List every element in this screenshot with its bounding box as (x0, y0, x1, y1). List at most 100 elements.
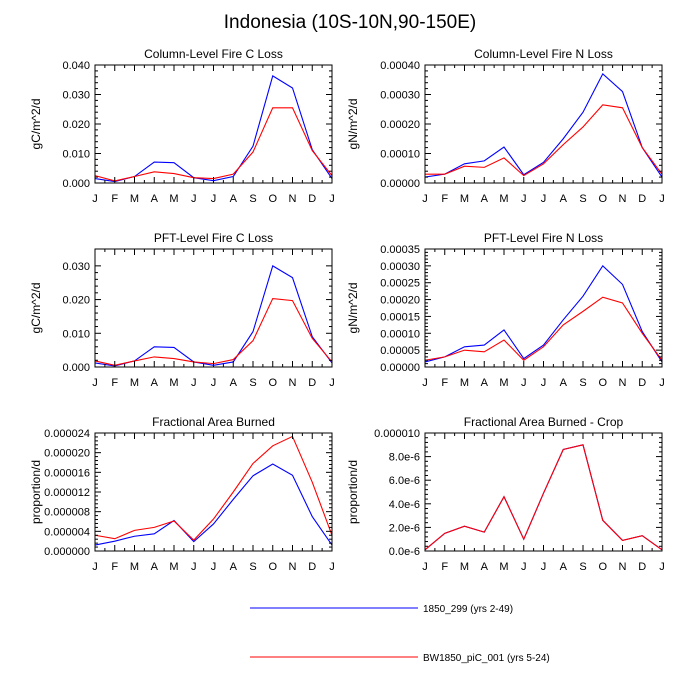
x-tick-label: J (211, 561, 217, 573)
y-tick-label: 8.0e-6 (389, 452, 420, 464)
plot-frame (94, 432, 333, 552)
chart-title: Fractional Area Burned - Crop (464, 415, 624, 429)
x-tick-label: S (249, 193, 256, 205)
chart-title: PFT-Level Fire N Loss (484, 231, 603, 245)
x-tick-label: J (191, 561, 197, 573)
y-axis-label: proportion/d (29, 460, 43, 524)
x-tick-label: J (211, 193, 217, 205)
y-tick-label: 4.0e-6 (389, 499, 420, 511)
y-tick-label: 0.020 (62, 295, 90, 307)
y-tick-label: 0.0e-6 (389, 546, 420, 558)
chart-title: Fractional Area Burned (152, 415, 275, 429)
x-tick-label: A (230, 377, 238, 389)
x-tick-label: A (560, 193, 568, 205)
legend-label-1: 1850_299 (yrs 2-49) (423, 604, 513, 615)
x-tick-label: F (441, 561, 448, 573)
series-line-2 (425, 104, 663, 177)
x-tick-label: S (579, 377, 586, 389)
x-tick-label: J (541, 561, 547, 573)
x-tick-label: O (598, 193, 607, 205)
y-tick-label: 0.030 (62, 261, 90, 273)
y-tick-label: 0.010 (62, 149, 90, 161)
x-tick-label: M (460, 377, 469, 389)
x-tick-label: J (521, 561, 527, 573)
y-tick-label: 0.000008 (44, 507, 90, 519)
x-tick-label: J (329, 561, 335, 573)
series-line-1 (424, 444, 663, 551)
y-tick-label: 2.0e-6 (389, 522, 420, 534)
x-tick-label: S (579, 561, 586, 573)
x-tick-label: A (151, 377, 159, 389)
x-tick-label: A (230, 561, 238, 573)
series-line-2 (424, 444, 663, 551)
x-tick-label: J (422, 561, 428, 573)
y-tick-label: 0.000000 (44, 546, 90, 558)
chart-panel-6: Fractional Area Burned - Crop proportion/… (346, 415, 665, 573)
y-tick-label: 0.00025 (380, 278, 420, 290)
y-tick-label: 0.00015 (380, 311, 420, 323)
x-tick-label: O (268, 377, 277, 389)
y-tick-label: 0.020 (62, 119, 90, 131)
x-tick-label: M (499, 193, 508, 205)
x-tick-label: J (329, 377, 335, 389)
x-tick-label: N (619, 193, 627, 205)
figure-title: Indonesia (10S-10N,90-150E) (223, 12, 477, 33)
y-tick-label: 0.00010 (380, 149, 420, 161)
y-tick-label: 0.00010 (380, 328, 420, 340)
chart-title: Column-Level Fire N Loss (474, 47, 613, 61)
y-axis-label: gC/m^2/d (29, 99, 43, 150)
x-tick-label: A (230, 193, 238, 205)
y-tick-label: 0.000 (62, 362, 90, 374)
x-tick-label: N (289, 377, 297, 389)
x-tick-label: J (211, 377, 217, 389)
y-tick-label: 0.00000 (380, 178, 420, 190)
x-tick-label: J (191, 193, 197, 205)
y-tick-label: 0.000 (62, 178, 90, 190)
y-tick-label: 0.000020 (44, 448, 90, 460)
x-tick-label: M (130, 377, 139, 389)
x-tick-label: J (329, 193, 335, 205)
series-line-2 (94, 107, 333, 182)
legend-label-2: BW1850_piC_001 (yrs 5-24) (423, 653, 550, 664)
x-tick-label: D (308, 193, 316, 205)
x-tick-label: J (521, 377, 527, 389)
y-tick-label: 0.00020 (380, 119, 420, 131)
x-tick-label: D (308, 377, 316, 389)
x-tick-label: S (579, 193, 586, 205)
x-tick-label: J (191, 377, 197, 389)
x-tick-label: M (499, 377, 508, 389)
x-tick-label: O (598, 561, 607, 573)
x-tick-label: M (169, 561, 178, 573)
x-tick-label: N (289, 561, 297, 573)
x-tick-label: A (560, 377, 568, 389)
y-tick-label: 0.010 (62, 328, 90, 340)
y-tick-label: 0.00030 (380, 261, 420, 273)
x-tick-label: A (481, 561, 489, 573)
series-line-2 (94, 297, 333, 366)
x-tick-label: M (169, 193, 178, 205)
x-tick-label: O (268, 561, 277, 573)
x-tick-label: O (598, 377, 607, 389)
x-tick-label: M (460, 193, 469, 205)
legend: 1850_299 (yrs 2-49) BW1850_piC_001 (yrs 5… (250, 604, 550, 664)
x-tick-label: S (249, 377, 256, 389)
x-tick-label: A (560, 561, 568, 573)
series-line-1 (424, 265, 663, 363)
x-tick-label: A (151, 561, 159, 573)
y-tick-label: 0.00000 (380, 362, 420, 374)
x-tick-label: J (659, 561, 665, 573)
y-tick-label: 0.000016 (44, 467, 90, 479)
y-tick-label: 0.040 (62, 60, 90, 72)
series-line-1 (94, 463, 333, 546)
x-tick-label: J (521, 193, 527, 205)
y-tick-label: 0.030 (62, 90, 90, 102)
y-tick-label: 0.000012 (44, 487, 90, 499)
x-tick-label: M (460, 561, 469, 573)
x-tick-label: O (268, 193, 277, 205)
x-tick-label: F (111, 561, 118, 573)
x-tick-label: F (111, 377, 118, 389)
